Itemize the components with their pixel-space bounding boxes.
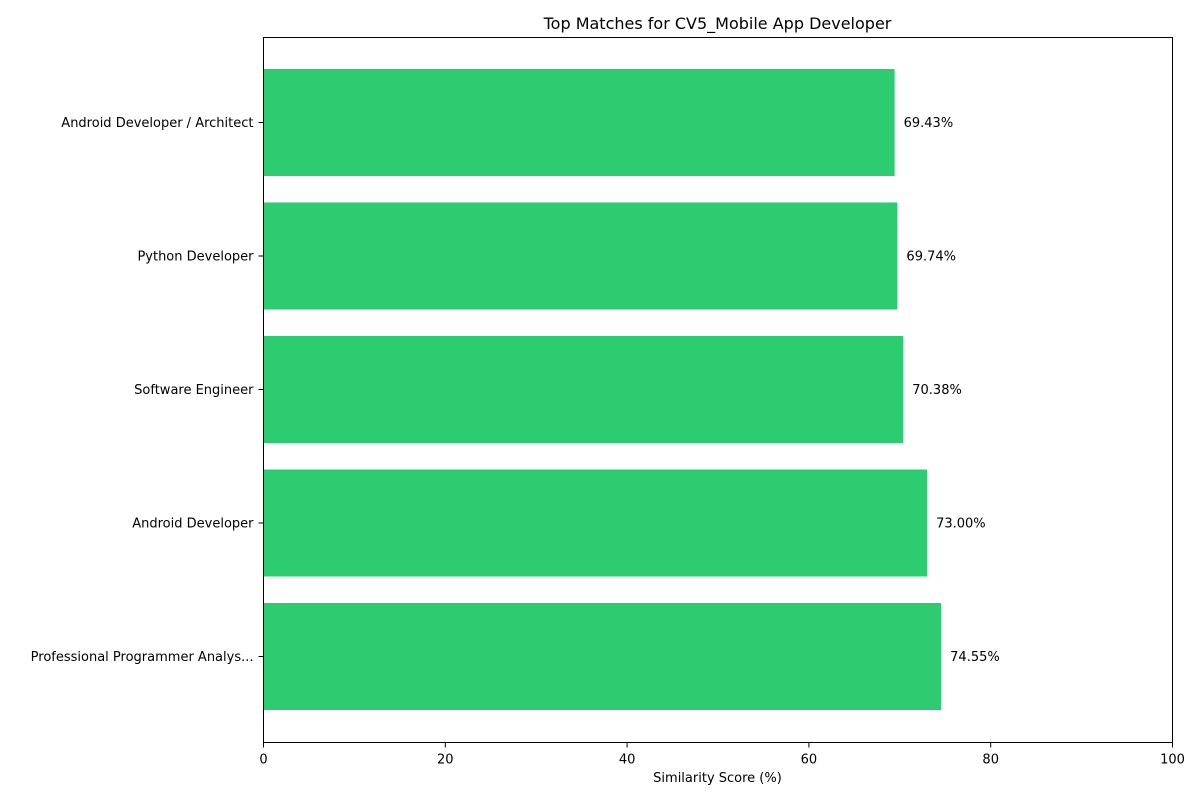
- y-tick-label: Android Developer / Architect: [61, 116, 253, 131]
- y-tick-label: Android Developer: [132, 517, 254, 532]
- x-tick-label: 20: [437, 753, 454, 768]
- x-tick-label: 0: [259, 753, 267, 768]
- bars-layer: [263, 69, 942, 710]
- bar: [263, 603, 942, 710]
- plot-frame: [263, 37, 1173, 743]
- bar-data-label: 70.38%: [912, 383, 962, 398]
- bar-data-label: 69.43%: [904, 116, 954, 131]
- y-tick-label: Python Developer: [137, 250, 254, 265]
- bar-data-label: 69.74%: [906, 250, 956, 265]
- x-tick-label: 80: [982, 753, 999, 768]
- x-tick-label: 100: [1160, 753, 1185, 768]
- y-axis: Professional Programmer Analys... Android…: [31, 116, 264, 665]
- chart-title: Top Matches for CV5_Mobile App Developer: [543, 14, 892, 34]
- x-axis: 0 20 40 60 80 100: [259, 742, 1185, 768]
- bar-data-label: 74.55%: [950, 650, 1000, 665]
- x-tick-label: 60: [801, 753, 818, 768]
- bar-data-label: 73.00%: [936, 517, 986, 532]
- y-tick-label: Software Engineer: [134, 383, 254, 398]
- bar: [263, 336, 904, 443]
- bar: [263, 69, 895, 176]
- y-tick-label: Professional Programmer Analys...: [31, 650, 254, 665]
- x-axis-label: Similarity Score (%): [653, 771, 782, 786]
- x-tick-label: 40: [619, 753, 636, 768]
- bar: [263, 202, 898, 310]
- bar: [263, 469, 928, 577]
- data-labels-layer: 74.55% 73.00% 70.38% 69.74% 69.43%: [904, 116, 1000, 665]
